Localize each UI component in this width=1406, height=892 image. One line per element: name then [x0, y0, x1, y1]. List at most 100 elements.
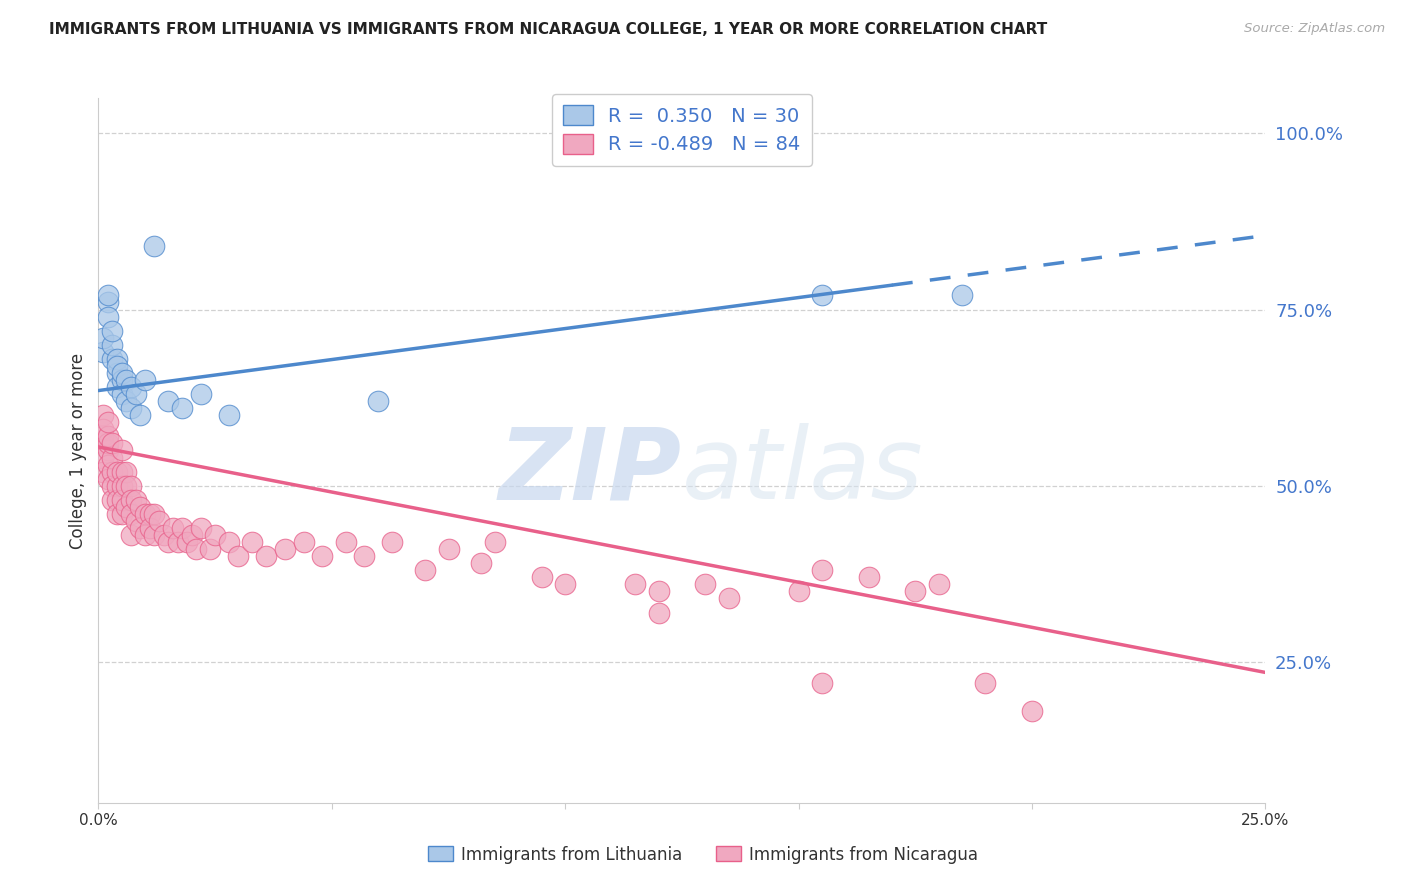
Point [335, 535, 357, 549]
Point [484, 535, 506, 549]
Point [134, 507, 156, 521]
Point [111, 507, 134, 521]
Point [143, 239, 166, 253]
Point [292, 535, 315, 549]
Point [105, 366, 128, 380]
Point [157, 394, 180, 409]
Point [105, 507, 128, 521]
Text: ZIP: ZIP [499, 423, 682, 520]
Point [904, 584, 927, 599]
Point [204, 528, 226, 542]
Point [101, 338, 124, 352]
Point [353, 549, 375, 564]
Point [172, 521, 194, 535]
Point [120, 401, 142, 416]
Point [129, 409, 152, 423]
Point [105, 492, 128, 507]
Point [101, 324, 124, 338]
Point [129, 500, 152, 514]
Point [120, 478, 142, 492]
Legend: Immigrants from Lithuania, Immigrants from Nicaragua: Immigrants from Lithuania, Immigrants fr… [422, 839, 984, 871]
Point [101, 450, 124, 465]
Point [228, 549, 250, 564]
Point [311, 549, 333, 564]
Point [91, 422, 114, 436]
Point [97, 472, 120, 486]
Point [120, 528, 142, 542]
Point [97, 429, 120, 443]
Point [624, 577, 647, 591]
Point [437, 542, 460, 557]
Point [101, 465, 124, 479]
Point [811, 288, 834, 302]
Text: atlas: atlas [682, 423, 924, 520]
Point [413, 563, 436, 577]
Point [91, 436, 114, 450]
Legend: R =  0.350   N = 30, R = -0.489   N = 84: R = 0.350 N = 30, R = -0.489 N = 84 [551, 94, 813, 166]
Point [105, 478, 128, 492]
Point [91, 409, 114, 423]
Point [218, 535, 240, 549]
Point [111, 465, 134, 479]
Point [105, 465, 128, 479]
Point [125, 387, 148, 401]
Point [148, 514, 170, 528]
Point [115, 478, 138, 492]
Point [242, 535, 264, 549]
Point [97, 310, 120, 324]
Point [695, 577, 717, 591]
Point [97, 415, 120, 429]
Point [111, 443, 134, 458]
Point [115, 500, 138, 514]
Point [97, 436, 120, 450]
Point [1021, 704, 1043, 718]
Point [101, 492, 124, 507]
Point [101, 478, 124, 492]
Point [105, 351, 128, 366]
Point [928, 577, 950, 591]
Point [101, 351, 124, 366]
Point [120, 380, 142, 394]
Point [717, 591, 740, 606]
Point [97, 288, 120, 302]
Point [97, 295, 120, 310]
Point [125, 514, 148, 528]
Point [176, 535, 198, 549]
Point [218, 409, 240, 423]
Point [115, 465, 138, 479]
Point [139, 521, 162, 535]
Point [120, 492, 142, 507]
Point [647, 606, 669, 620]
Point [152, 528, 174, 542]
Point [186, 542, 208, 557]
Point [111, 373, 134, 387]
Point [190, 521, 212, 535]
Point [647, 584, 669, 599]
Point [162, 521, 184, 535]
Point [101, 436, 124, 450]
Point [256, 549, 278, 564]
Point [139, 507, 162, 521]
Point [91, 465, 114, 479]
Point [105, 359, 128, 373]
Point [111, 492, 134, 507]
Point [91, 344, 114, 359]
Point [190, 387, 212, 401]
Point [950, 288, 973, 302]
Point [91, 429, 114, 443]
Point [97, 458, 120, 472]
Point [166, 535, 188, 549]
Point [470, 556, 492, 570]
Point [125, 492, 148, 507]
Point [111, 387, 134, 401]
Point [381, 535, 404, 549]
Point [367, 394, 389, 409]
Point [111, 366, 134, 380]
Text: IMMIGRANTS FROM LITHUANIA VS IMMIGRANTS FROM NICARAGUA COLLEGE, 1 YEAR OR MORE C: IMMIGRANTS FROM LITHUANIA VS IMMIGRANTS … [49, 22, 1047, 37]
Point [120, 507, 142, 521]
Point [91, 331, 114, 345]
Point [554, 577, 576, 591]
Point [530, 570, 553, 584]
Point [200, 542, 222, 557]
Point [180, 528, 202, 542]
